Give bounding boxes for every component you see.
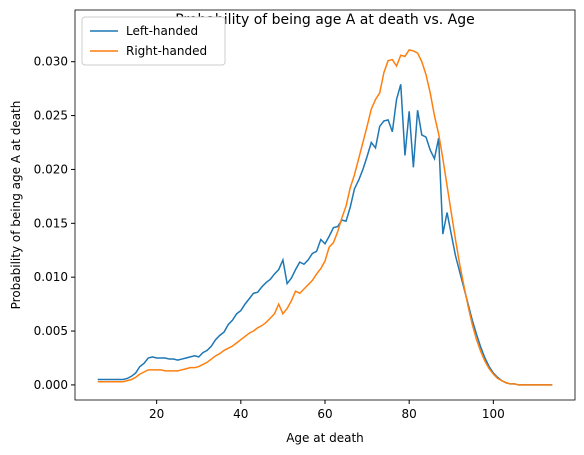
y-tick-label: 0.015 bbox=[34, 216, 68, 230]
line-series bbox=[97, 84, 553, 386]
y-tick-label: 0.000 bbox=[34, 378, 68, 392]
x-axis-label: Age at death bbox=[286, 431, 364, 445]
plot-frame bbox=[74, 9, 576, 401]
legend-label: Right-handed bbox=[126, 44, 207, 58]
x-tick-label: 40 bbox=[233, 407, 248, 421]
y-tick-label: 0.030 bbox=[34, 55, 68, 69]
line-series bbox=[97, 48, 553, 386]
legend-label: Left-handed bbox=[126, 24, 198, 38]
y-tick-label: 0.005 bbox=[34, 324, 68, 338]
y-tick-label: 0.020 bbox=[34, 162, 68, 176]
x-tick-label: 20 bbox=[149, 407, 164, 421]
x-tick-label: 100 bbox=[482, 407, 505, 421]
chart-title: Probability of being age A at death vs. … bbox=[175, 12, 475, 28]
x-tick-label: 80 bbox=[402, 407, 417, 421]
y-axis-label: Probability of being age A at death bbox=[9, 101, 23, 310]
legend-box bbox=[81, 16, 226, 66]
y-tick-label: 0.010 bbox=[34, 270, 68, 284]
y-tick-label: 0.025 bbox=[34, 109, 68, 123]
x-tick-label: 60 bbox=[317, 407, 332, 421]
